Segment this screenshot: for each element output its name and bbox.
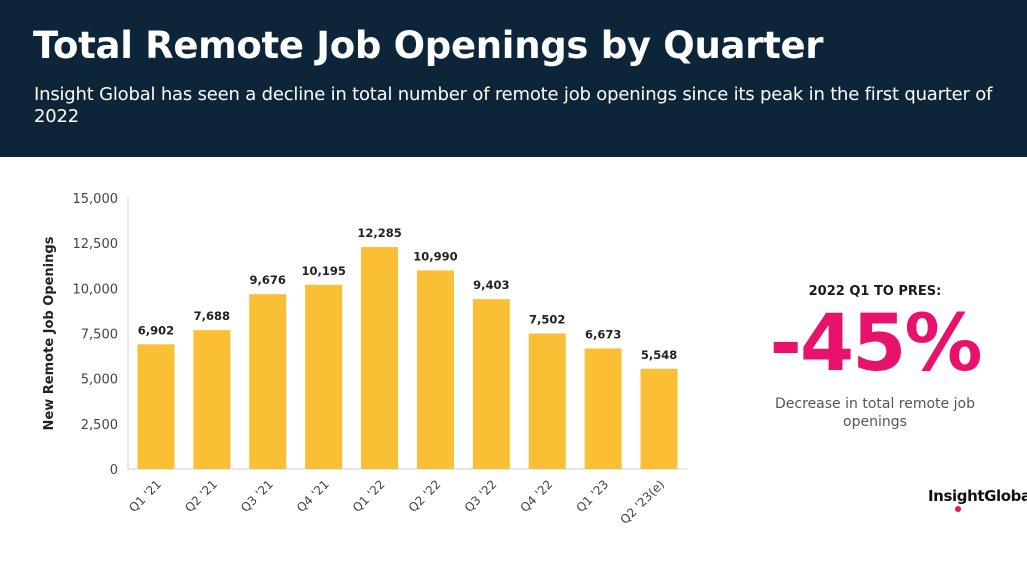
x-tick-label: Q3 '22 xyxy=(462,477,500,515)
stat-label: 2022 Q1 TO PRES: xyxy=(808,284,942,299)
page-title: Total Remote Job Openings by Quarter xyxy=(33,24,824,67)
data-label: 6,902 xyxy=(138,323,174,337)
bar xyxy=(416,270,454,469)
bar xyxy=(193,330,231,469)
x-tick-label: Q2 '22 xyxy=(406,477,444,515)
bar xyxy=(472,299,510,469)
y-tick-label: 15,000 xyxy=(73,192,119,207)
bar xyxy=(137,344,175,469)
data-label: 12,285 xyxy=(357,226,401,240)
data-label: 9,403 xyxy=(473,278,509,292)
x-tick-label: Q2 '21 xyxy=(182,477,220,515)
bar xyxy=(249,294,287,469)
data-label: 10,990 xyxy=(413,249,457,263)
page-subtitle: Insight Global has seen a decline in tot… xyxy=(34,84,993,127)
header-banner: Total Remote Job Openings by Quarter Ins… xyxy=(0,0,1027,157)
data-label: 7,502 xyxy=(529,312,565,326)
x-tick-label: Q1 '22 xyxy=(350,477,388,515)
stat-description: Decrease in total remote job openings xyxy=(775,396,975,430)
x-tick-label: Q4 '21 xyxy=(294,477,332,515)
data-label: 6,673 xyxy=(585,327,621,341)
data-label: 10,195 xyxy=(301,264,345,278)
stat-value: -45% xyxy=(769,299,982,389)
y-tick-label: 10,000 xyxy=(73,282,119,297)
x-tick-label: Q1 '23 xyxy=(573,477,611,515)
logo-text: InsightGlobal xyxy=(928,487,1027,505)
x-tick-label: Q1 '21 xyxy=(126,477,164,515)
bar xyxy=(305,284,343,469)
x-tick-label: Q2 '23(e) xyxy=(618,477,668,527)
x-tick-label: Q3 '21 xyxy=(238,477,276,515)
data-label: 9,676 xyxy=(250,273,286,287)
y-tick-label: 5,000 xyxy=(81,373,118,388)
bar xyxy=(584,348,622,469)
logo-dot-icon xyxy=(955,506,961,512)
y-tick-label: 12,500 xyxy=(73,237,119,252)
bar xyxy=(528,333,566,469)
y-tick-label: 2,500 xyxy=(81,418,118,433)
data-label: 7,688 xyxy=(194,309,230,323)
bar xyxy=(361,247,399,469)
data-label: 5,548 xyxy=(641,348,677,362)
insight-global-logo: InsightGlobal xyxy=(928,487,1027,512)
y-axis-title: New Remote Job Openings xyxy=(42,236,57,430)
bar-chart: 0 2,500 5,000 7,500 10,000 12,500 15,000 New Re… xyxy=(42,192,687,527)
y-tick-label: 7,500 xyxy=(81,328,118,343)
y-tick-label: 0 xyxy=(110,463,118,478)
x-tick-label: Q4 '22 xyxy=(518,477,556,515)
bar xyxy=(640,368,678,469)
stat-callout: 2022 Q1 TO PRES: -45% Decrease in total … xyxy=(745,284,1005,431)
